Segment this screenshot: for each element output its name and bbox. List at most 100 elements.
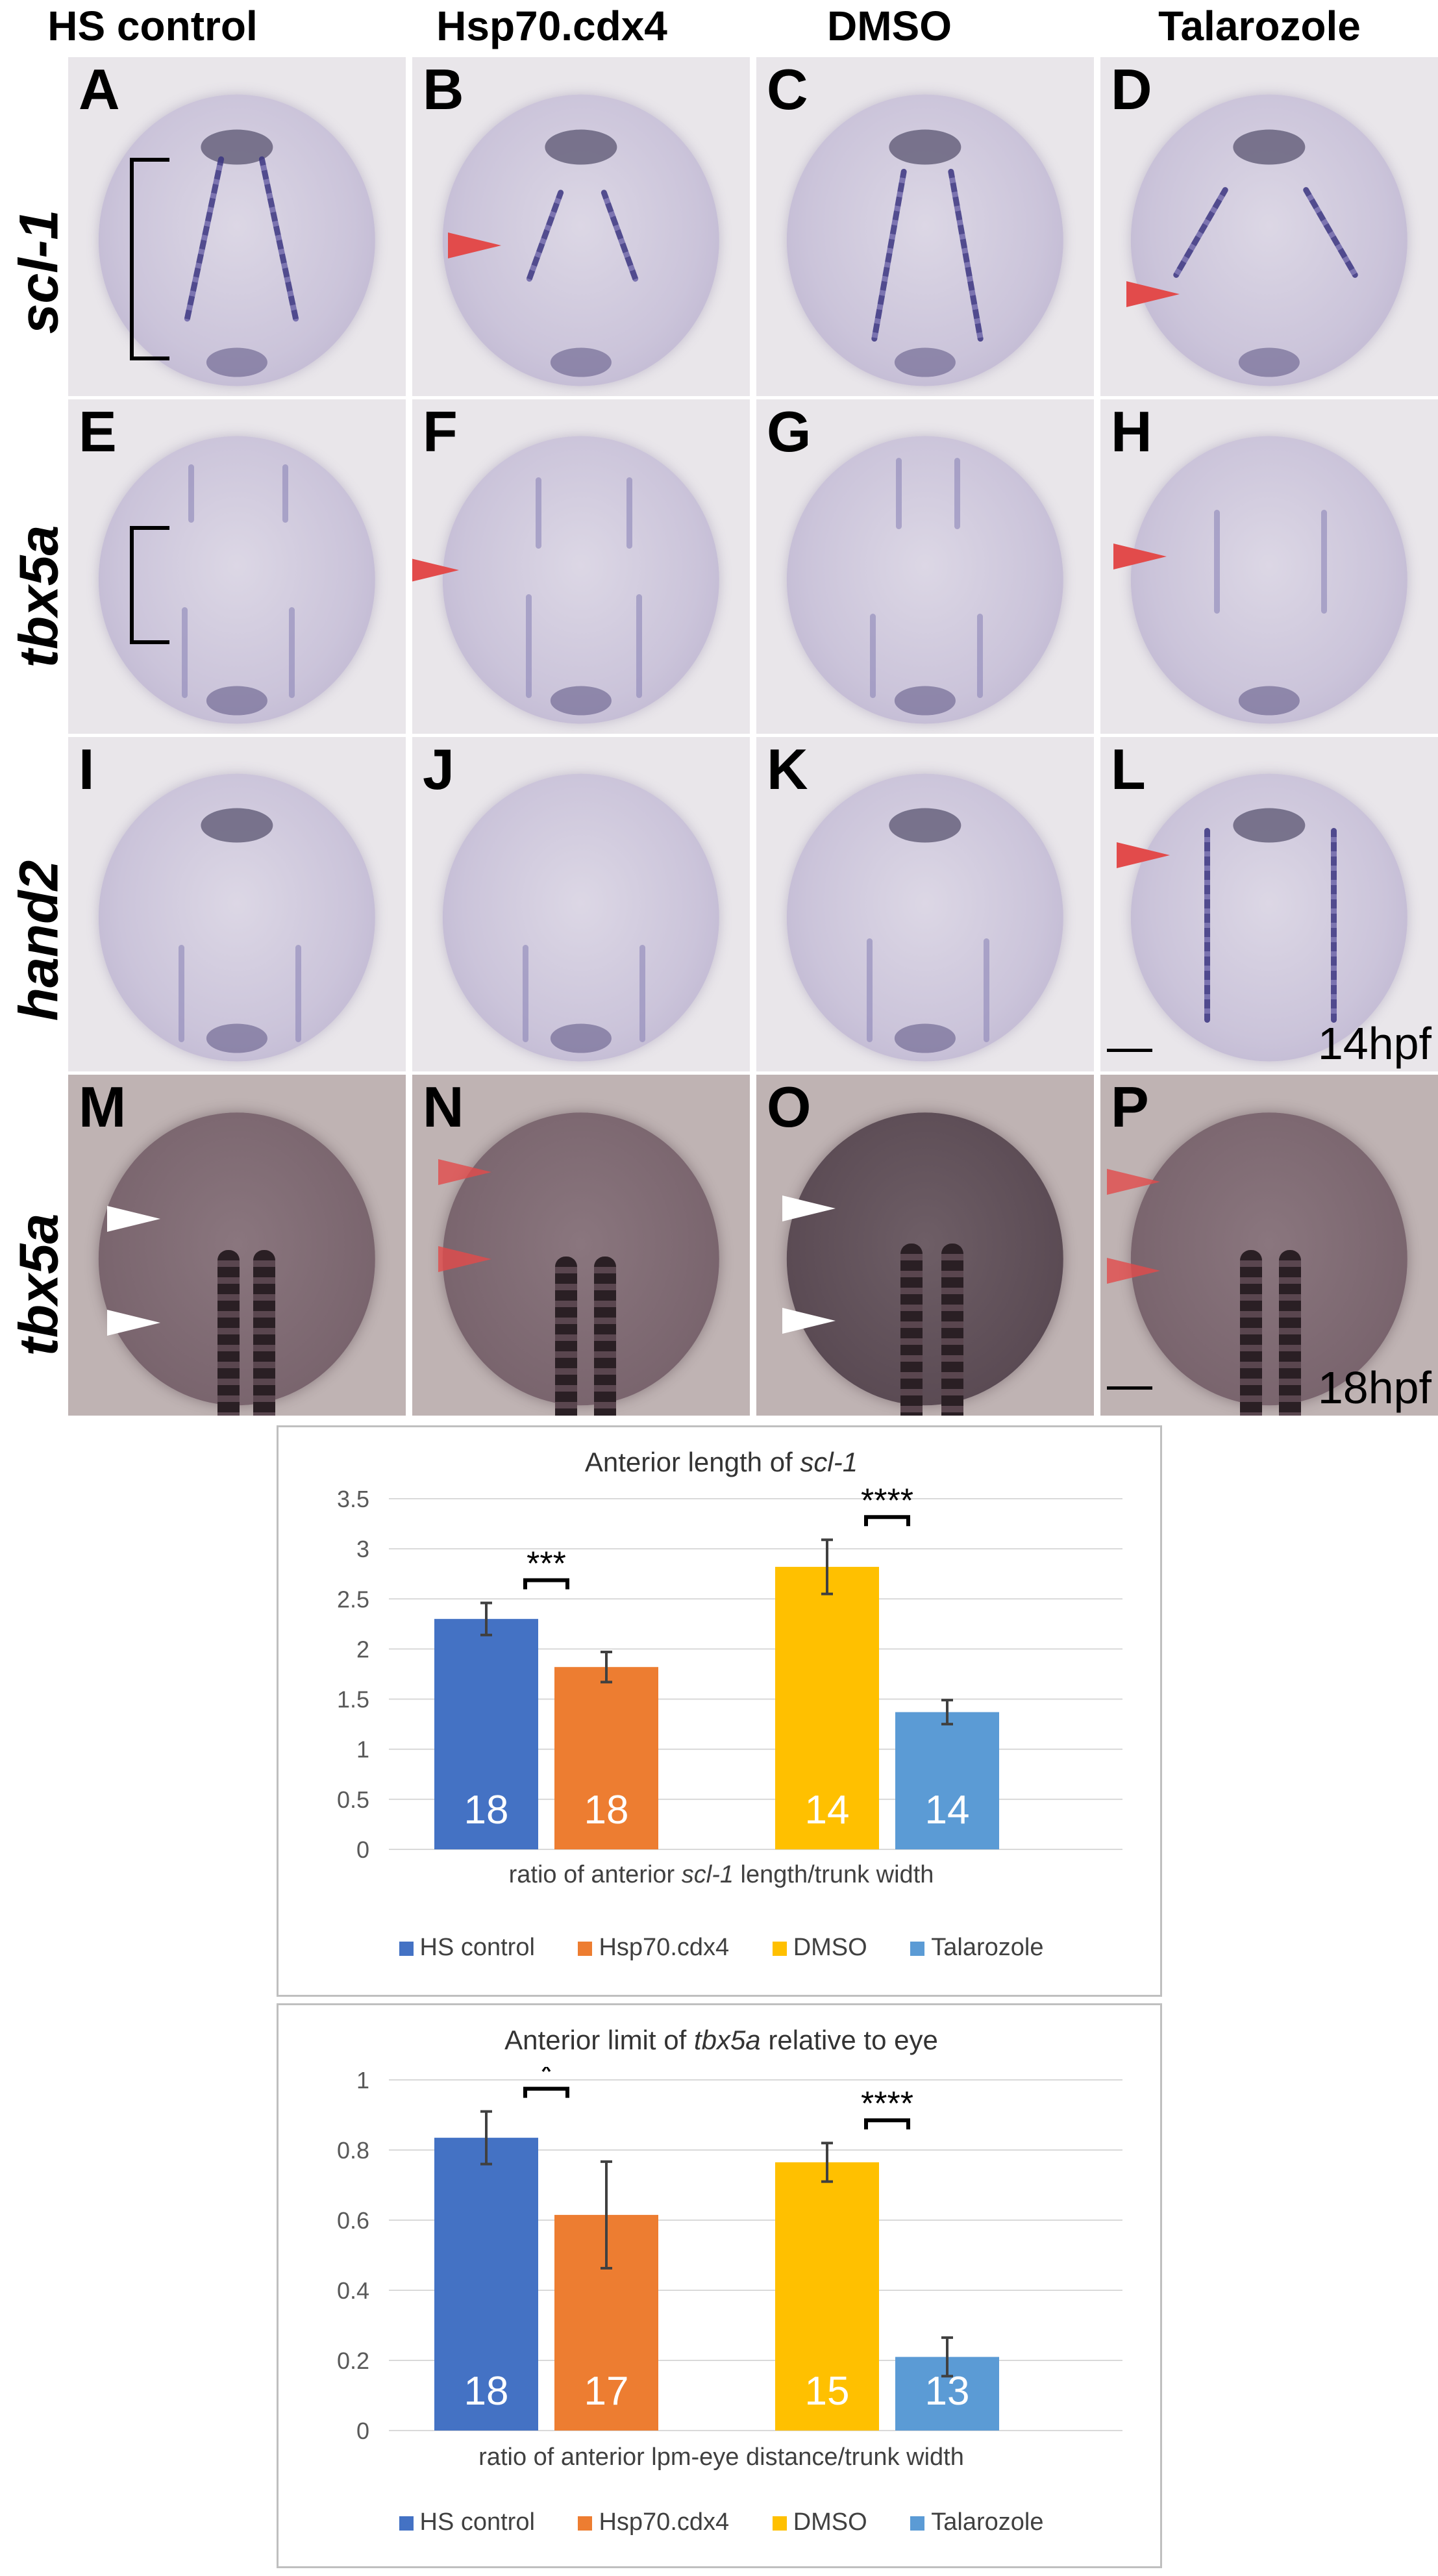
title-suffix: relative to eye bbox=[768, 2025, 938, 2055]
legend-swatch bbox=[578, 2516, 593, 2531]
panel-letter-e: E bbox=[79, 399, 117, 464]
embryo-head bbox=[201, 808, 273, 843]
expression-stripe-left bbox=[536, 477, 541, 549]
panel-letter-m: M bbox=[79, 1075, 127, 1139]
x-caption-text: ratio of anterior bbox=[508, 1861, 675, 1888]
somite-column-left bbox=[555, 1257, 577, 1416]
panel-letter-g: G bbox=[767, 399, 812, 464]
panel-f: F bbox=[412, 399, 750, 734]
bracket bbox=[130, 526, 169, 644]
significance-bracket bbox=[864, 1515, 910, 1527]
significance-stars: **** bbox=[861, 2085, 913, 2123]
chart-title: Anterior length of scl-1 bbox=[279, 1447, 1164, 1478]
legend-label: Talarozole bbox=[931, 2508, 1044, 2536]
embryo-head bbox=[889, 808, 961, 843]
white-arrowhead bbox=[782, 1308, 836, 1334]
x-caption-gene: scl-1 bbox=[681, 1861, 734, 1888]
red-arrowhead bbox=[448, 232, 501, 258]
panel-letter-p: P bbox=[1111, 1075, 1149, 1139]
lpm-stripe-right bbox=[977, 614, 983, 698]
panel-letter-b: B bbox=[423, 57, 464, 121]
red-arrowhead bbox=[438, 1159, 491, 1185]
panel-i: I bbox=[68, 737, 406, 1071]
row-label-hand2: hand2 bbox=[8, 860, 69, 1021]
expression-stripe-left bbox=[1214, 510, 1220, 614]
scale-bar bbox=[1107, 1049, 1152, 1052]
expression-stripe-right bbox=[1331, 828, 1337, 1023]
embryo-tail-bud bbox=[551, 1023, 612, 1053]
embryo bbox=[442, 94, 720, 386]
embryo bbox=[786, 1112, 1064, 1406]
panel-letter-k: K bbox=[767, 737, 808, 801]
legend-swatch bbox=[399, 2516, 414, 2531]
embryo-tail-bud bbox=[895, 347, 956, 377]
embryo bbox=[442, 773, 720, 1062]
somite-column-right bbox=[941, 1244, 963, 1416]
lpm-stripe-left bbox=[870, 614, 876, 698]
embryo bbox=[442, 436, 720, 724]
sample-size-label: 13 bbox=[925, 2369, 970, 2414]
stage-label-18hpf: 18hpf bbox=[1317, 1362, 1432, 1413]
embryo bbox=[786, 94, 1064, 386]
panel-letter-i: I bbox=[79, 737, 95, 801]
sample-size-label: 14 bbox=[805, 1788, 850, 1832]
panel-letter-l: L bbox=[1111, 737, 1146, 801]
red-arrowhead bbox=[1107, 1258, 1160, 1284]
scale-bar bbox=[1107, 1386, 1152, 1390]
legend-swatch bbox=[399, 1941, 414, 1956]
y-tick-label: 0.6 bbox=[337, 2207, 369, 2234]
expression-stripe-left bbox=[867, 938, 873, 1042]
chart-q-plot: 00.511.522.533.518 18 14 14******* bbox=[337, 1486, 1122, 1863]
panel-letter-d: D bbox=[1111, 57, 1152, 121]
title-text: Anterior limit of bbox=[504, 2025, 687, 2055]
panel-letter-j: J bbox=[423, 737, 454, 801]
sample-size-label: 18 bbox=[464, 1788, 509, 1832]
legend-swatch bbox=[910, 1941, 925, 1956]
panel-letter-n: N bbox=[423, 1075, 464, 1139]
white-arrowhead bbox=[107, 1310, 160, 1336]
title-gene: scl-1 bbox=[800, 1447, 858, 1477]
panel-c: C bbox=[756, 57, 1094, 396]
red-arrowhead bbox=[412, 557, 459, 583]
white-arrowhead bbox=[107, 1206, 160, 1232]
expression-stripe-left bbox=[1204, 828, 1210, 1023]
embryo-head bbox=[1233, 129, 1306, 165]
x-axis-caption: ratio of anterior scl-1 length/trunk wid… bbox=[279, 1861, 1164, 1889]
column-header-hsp70-cdx4: Hsp70.cdx4 bbox=[436, 3, 667, 49]
bar-talarozole bbox=[895, 1712, 999, 1849]
expression-stripe-right bbox=[954, 458, 960, 529]
legend-label: HS control bbox=[419, 1934, 535, 1961]
y-tick-label: 0 bbox=[356, 1836, 369, 1863]
stage-label-14hpf: 14hpf bbox=[1317, 1018, 1432, 1069]
y-tick-label: 2.5 bbox=[337, 1586, 369, 1612]
embryo bbox=[1130, 94, 1408, 386]
legend-item: Hsp70.cdx4 bbox=[578, 1934, 729, 1962]
embryo bbox=[786, 436, 1064, 724]
panel-d: D bbox=[1100, 57, 1438, 396]
bar-dmso bbox=[775, 1566, 879, 1849]
somite-column-left bbox=[217, 1250, 240, 1416]
legend: HS control Hsp70.cdx4 DMSO Talarozole bbox=[279, 1934, 1164, 1962]
legend-label: HS control bbox=[419, 2508, 535, 2536]
row-label-tbx5a: tbx5a bbox=[8, 525, 69, 668]
column-header-dmso: DMSO bbox=[827, 3, 952, 49]
expression-stripe-left bbox=[523, 945, 528, 1042]
expression-stripe-right bbox=[984, 938, 989, 1042]
legend-label: Talarozole bbox=[931, 1934, 1044, 1961]
expression-stripe-right bbox=[295, 945, 301, 1042]
embryo-tail-bud bbox=[206, 347, 267, 377]
embryo bbox=[98, 436, 376, 724]
bar-dmso bbox=[775, 2162, 879, 2431]
panel-n: N bbox=[412, 1075, 750, 1416]
legend-label: DMSO bbox=[793, 2508, 867, 2536]
y-tick-label: 3 bbox=[356, 1536, 369, 1562]
panel-g: G bbox=[756, 399, 1094, 734]
legend-item: DMSO bbox=[772, 2508, 867, 2536]
legend-item: HS control bbox=[399, 1934, 535, 1962]
embryo bbox=[98, 773, 376, 1062]
expression-stripe-left bbox=[188, 464, 194, 523]
chart-title: Anterior limit of tbx5a relative to eye bbox=[279, 2025, 1164, 2056]
panel-letter-h: H bbox=[1111, 399, 1152, 464]
embryo-head bbox=[545, 129, 617, 165]
embryo bbox=[1130, 436, 1408, 724]
